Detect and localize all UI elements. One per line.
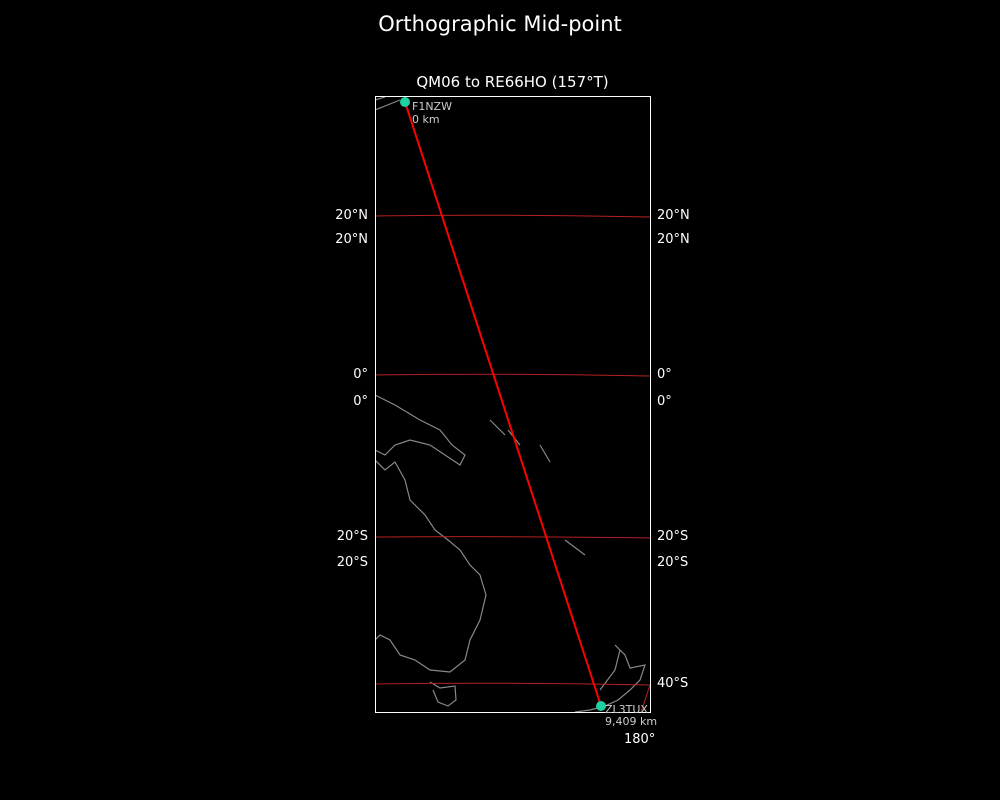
- gridline-20s: [375, 536, 650, 539]
- meridian-180: [640, 684, 650, 712]
- map-frame: [375, 96, 651, 713]
- coast-australia: [375, 459, 487, 673]
- start-distance: 0 km: [412, 113, 440, 126]
- start-station-label: F1NZW 0 km: [412, 100, 452, 126]
- lat-label-right: 0°: [657, 394, 672, 409]
- gridline-40s: [375, 682, 650, 686]
- map-subtitle: QM06 to RE66HO (157°T): [416, 73, 609, 91]
- coastlines: [375, 96, 646, 712]
- lat-label-right: 20°S: [657, 529, 689, 544]
- end-marker: [596, 701, 606, 711]
- lat-label-left: 20°S: [336, 529, 368, 544]
- coast-tasmania: [429, 681, 457, 707]
- gridline-0: [375, 373, 650, 377]
- lat-label-right: 20°S: [657, 555, 689, 570]
- lat-label-right: 0°: [657, 367, 672, 382]
- lat-label-left: 20°N: [335, 208, 368, 223]
- lat-label-right: 20°N: [657, 208, 690, 223]
- lat-label-left: 0°: [353, 367, 368, 382]
- start-marker: [400, 97, 410, 107]
- lat-label-left: 20°S: [336, 555, 368, 570]
- start-call: F1NZW: [412, 100, 452, 113]
- great-circle-path: [404, 101, 602, 707]
- lon-label: 180°: [624, 732, 656, 747]
- end-call: ZL3TUX: [605, 703, 648, 716]
- coast-png: [375, 394, 466, 466]
- end-station-label: ZL3TUX 9,409 km: [605, 704, 657, 728]
- figure-title: Orthographic Mid-point: [378, 12, 622, 36]
- coast-asia: [375, 96, 401, 111]
- coast-solomons: [489, 419, 586, 556]
- graticule: [375, 214, 650, 712]
- lat-label-right: 20°N: [657, 232, 690, 247]
- lat-label-left: 20°N: [335, 232, 368, 247]
- end-distance: 9,409 km: [605, 715, 658, 728]
- lat-label-left: 0°: [353, 394, 368, 409]
- gridline-20n: [375, 214, 650, 218]
- lat-label-right: 40°S: [657, 676, 689, 691]
